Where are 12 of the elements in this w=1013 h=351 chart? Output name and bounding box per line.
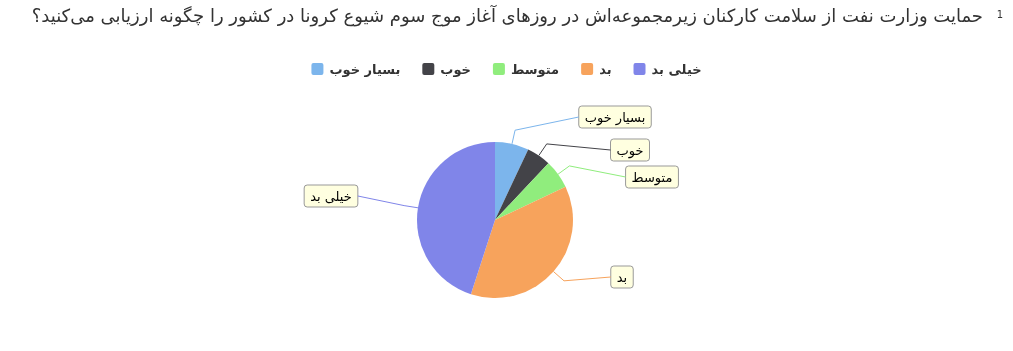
- legend-label: بسیار خوب: [329, 62, 401, 77]
- slice-label: خوب: [616, 143, 644, 159]
- slice-label: متوسط: [631, 170, 673, 186]
- slice-label: خیلی بد: [310, 189, 352, 204]
- legend-label: متوسط: [510, 62, 560, 77]
- text: 1: [996, 9, 1003, 20]
- slice-label: بد: [616, 270, 628, 285]
- chart-title: حمایت وزارت نفت از سلامت کارکنان زیرمجموعه‌اش در روزهای آغاز موج سوم شیوع کرونا در کشور را چگونه ارزیابی می‌کنید؟: [30, 4, 983, 28]
- legend-label: خوب: [440, 62, 471, 77]
- legend-label: بد: [599, 62, 612, 77]
- legend-label: خیلی بد: [651, 62, 702, 77]
- slice-label: بسیار خوب: [584, 110, 646, 126]
